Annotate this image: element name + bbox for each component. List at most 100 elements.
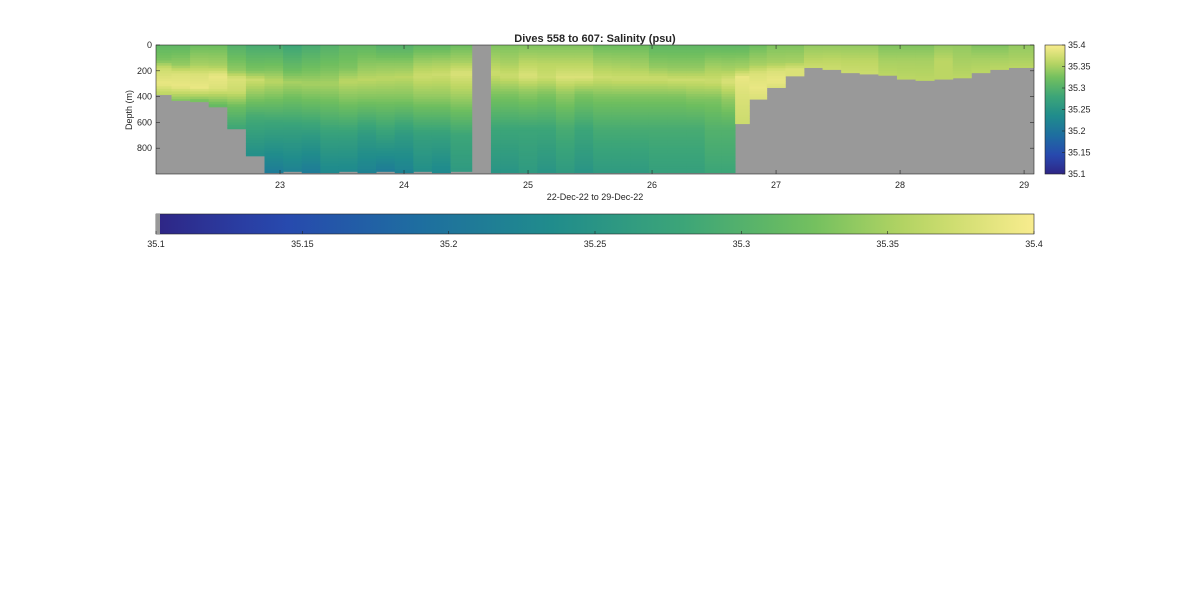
- heatmap-cell: [574, 86, 594, 90]
- heatmap-cell: [320, 155, 340, 159]
- heatmap-cell: [413, 57, 433, 61]
- heatmap-cell: [593, 96, 613, 100]
- heatmap-cell: [357, 132, 377, 136]
- heatmap-cell: [648, 124, 668, 128]
- heatmap-cell: [648, 130, 668, 134]
- heatmap-cell: [413, 166, 433, 170]
- x-tick-label: 28: [895, 180, 905, 190]
- heatmap-cell: [735, 99, 750, 103]
- heatmap-cell: [450, 130, 473, 134]
- heatmap-cell: [593, 68, 613, 72]
- heatmap-cell: [376, 65, 396, 69]
- heatmap-cell: [686, 127, 706, 131]
- heatmap-cell: [648, 155, 668, 159]
- heatmap-cell: [490, 150, 501, 154]
- heatmap-cell: [971, 70, 991, 74]
- heatmap-cell: [376, 96, 396, 100]
- heatmap-cell: [574, 153, 594, 157]
- heatmap-cell: [735, 55, 750, 59]
- heatmap-cell: [630, 137, 650, 141]
- heatmap-cell: [245, 135, 265, 139]
- heatmap-cell: [735, 106, 750, 110]
- heatmap-cell: [413, 81, 433, 85]
- heatmap-cell: [593, 81, 613, 85]
- heatmap-cell: [500, 137, 520, 141]
- heatmap-cell: [593, 57, 613, 61]
- heatmap-cell: [171, 60, 191, 64]
- heatmap-cell: [301, 86, 321, 90]
- heatmap-cell: [357, 124, 377, 128]
- heatmap-cell: [394, 47, 414, 51]
- heatmap-cell: [518, 127, 538, 131]
- heatmap-cell: [803, 55, 823, 59]
- heatmap-cell: [735, 119, 750, 123]
- heatmap-cell: [283, 119, 303, 123]
- heatmap-cell: [338, 153, 358, 157]
- heatmap-cell: [490, 124, 501, 128]
- heatmap-cell: [648, 104, 668, 108]
- heatmap-cell: [822, 55, 842, 59]
- heatmap-cell: [785, 45, 805, 48]
- heatmap-cell: [264, 57, 284, 61]
- heatmap-cell: [721, 70, 736, 74]
- heatmap-cell: [896, 65, 916, 69]
- heatmap-cell: [555, 52, 575, 56]
- heatmap-cell: [320, 52, 340, 56]
- heatmap-cell: [518, 78, 538, 82]
- heatmap-cell: [245, 153, 265, 157]
- heatmap-cell: [749, 83, 768, 87]
- heatmap-cell: [264, 45, 284, 48]
- heatmap-cell: [593, 63, 613, 67]
- heatmap-cell: [537, 122, 557, 126]
- heatmap-cell: [785, 63, 805, 67]
- heatmap-cell: [721, 153, 736, 157]
- heatmap-cell: [171, 75, 191, 79]
- heatmap-cell: [593, 101, 613, 105]
- heatmap-cell: [537, 50, 557, 54]
- heatmap-cell: [648, 135, 668, 139]
- heatmap-cell: [667, 99, 687, 103]
- heatmap-cell: [264, 168, 284, 172]
- heatmap-cell: [190, 86, 210, 90]
- heatmap-cell: [555, 153, 575, 157]
- heatmap-cell: [431, 47, 451, 51]
- heatmap-cell: [803, 57, 823, 61]
- heatmap-cell: [413, 101, 433, 105]
- heatmap-cell: [952, 52, 972, 56]
- heatmap-cell: [357, 73, 377, 77]
- heatmap-cell: [357, 148, 377, 152]
- heatmap-cell: [245, 143, 265, 147]
- heatmap-cell: [878, 45, 898, 48]
- heatmap-cell: [704, 94, 722, 97]
- heatmap-cell: [555, 119, 575, 123]
- heatmap-cell: [749, 55, 768, 59]
- heatmap-cell: [1008, 60, 1035, 64]
- heatmap-cell: [227, 96, 247, 100]
- heatmap-cell: [574, 130, 594, 134]
- heatmap-cell: [574, 109, 594, 113]
- heatmap-cell: [593, 70, 613, 74]
- heatmap-cell: [593, 145, 613, 149]
- heatmap-cell: [766, 55, 786, 59]
- heatmap-cell: [283, 109, 303, 113]
- heatmap-cell: [859, 45, 879, 48]
- heatmap-cell: [555, 50, 575, 54]
- heatmap-cell: [500, 47, 520, 51]
- heatmap-cell: [394, 135, 414, 139]
- heatmap-cell: [896, 45, 916, 48]
- heatmap-cell: [648, 145, 668, 149]
- heatmap-cell: [915, 57, 935, 61]
- heatmap-cell: [357, 171, 377, 174]
- heatmap-cell: [537, 106, 557, 110]
- heatmap-cell: [376, 122, 396, 126]
- heatmap-cell: [227, 99, 247, 103]
- heatmap-cell: [537, 145, 557, 149]
- heatmap-cell: [394, 161, 414, 165]
- heatmap-cell: [721, 57, 736, 61]
- heatmap-cell: [500, 45, 520, 48]
- heatmap-cell: [686, 148, 706, 152]
- heatmap-cell: [593, 140, 613, 144]
- heatmap-cell: [537, 137, 557, 141]
- heatmap-cell: [227, 119, 247, 123]
- heatmap-cell: [376, 81, 396, 85]
